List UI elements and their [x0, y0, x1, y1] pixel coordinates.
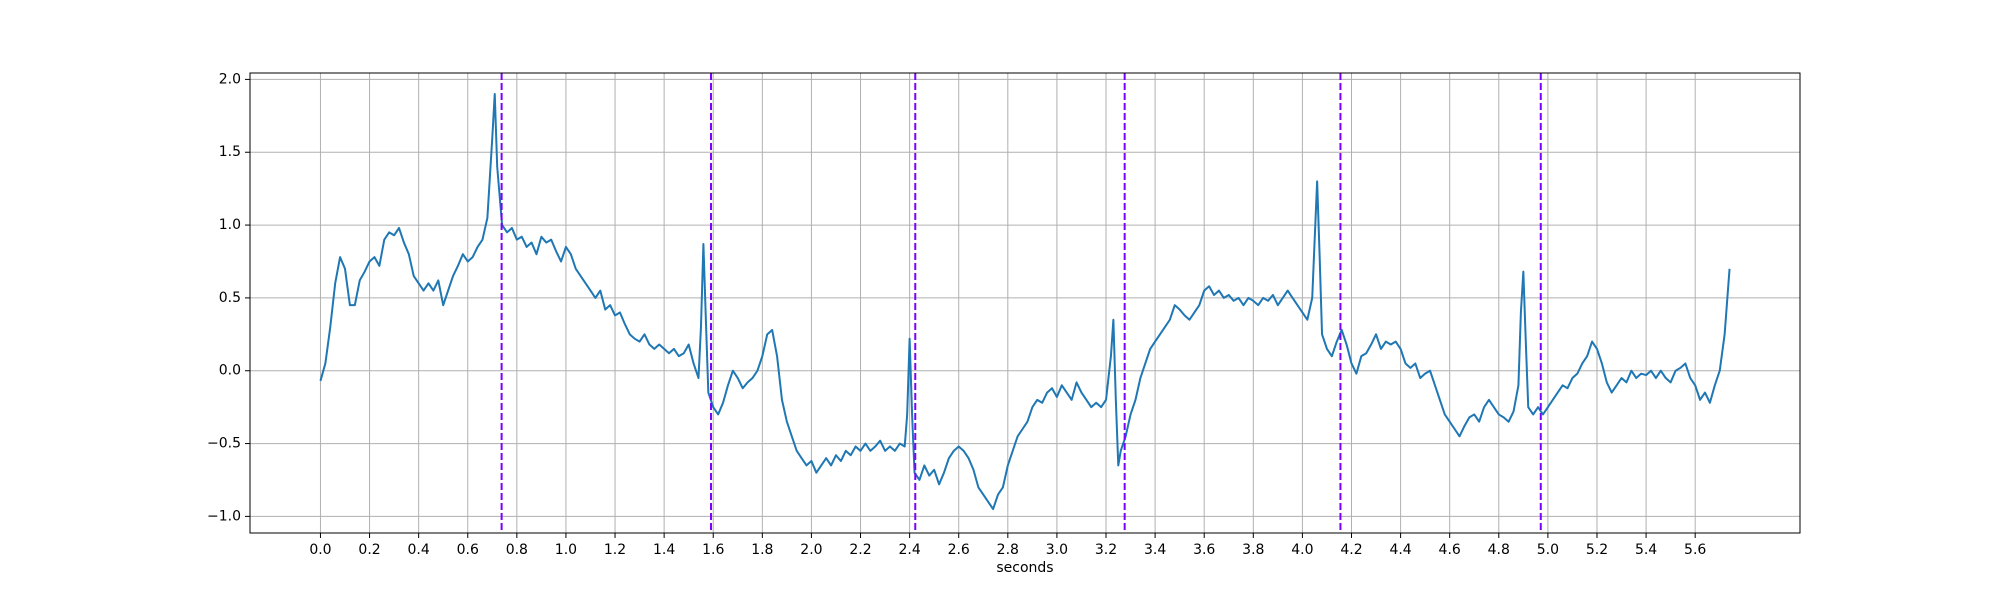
x-tick-label: 2.8 — [997, 542, 1019, 558]
x-tick-label: 4.4 — [1389, 542, 1411, 558]
x-tick-label: 1.4 — [653, 542, 675, 558]
x-tick-label: 1.6 — [702, 542, 724, 558]
plot-frame — [249, 72, 1801, 534]
x-tick-label: 5.6 — [1684, 542, 1706, 558]
y-tick-label: 2.0 — [219, 71, 241, 87]
x-tick-label: 1.0 — [555, 542, 577, 558]
x-tick-label: 0.6 — [457, 542, 479, 558]
x-tick-label: 4.0 — [1291, 542, 1313, 558]
y-tick-label: 0.5 — [219, 290, 241, 306]
x-tick-label: 0.2 — [358, 542, 380, 558]
x-tick-label: 5.2 — [1586, 542, 1608, 558]
x-tick-label: 3.6 — [1193, 542, 1215, 558]
x-tick-label: 0.0 — [309, 542, 331, 558]
x-tick-label: 3.8 — [1242, 542, 1264, 558]
x-tick-label: 3.4 — [1144, 542, 1166, 558]
x-tick-label: 2.2 — [849, 542, 871, 558]
x-tick-label: 0.4 — [408, 542, 430, 558]
y-tick-label: −1.0 — [207, 508, 241, 524]
x-tick-label: 4.2 — [1340, 542, 1362, 558]
y-tick-label: −0.5 — [207, 436, 241, 452]
x-tick-label: 1.2 — [604, 542, 626, 558]
x-tick-label: 4.6 — [1439, 542, 1461, 558]
x-tick-label: 3.0 — [1046, 542, 1068, 558]
x-tick-label: 2.0 — [800, 542, 822, 558]
x-tick-label: 2.4 — [898, 542, 920, 558]
x-tick-label: 1.8 — [751, 542, 773, 558]
y-tick-label: 0.0 — [219, 363, 241, 379]
y-tick-label: 1.5 — [219, 144, 241, 160]
x-axis-label: seconds — [996, 560, 1053, 576]
x-tick-label: 3.2 — [1095, 542, 1117, 558]
x-tick-label: 4.8 — [1488, 542, 1510, 558]
x-tick-label: 5.0 — [1537, 542, 1559, 558]
x-tick-label: 5.4 — [1635, 542, 1657, 558]
data-line — [319, 92, 1731, 511]
x-tick-label: 2.6 — [948, 542, 970, 558]
y-tick-label: 1.0 — [219, 217, 241, 233]
x-tick-label: 0.8 — [506, 542, 528, 558]
